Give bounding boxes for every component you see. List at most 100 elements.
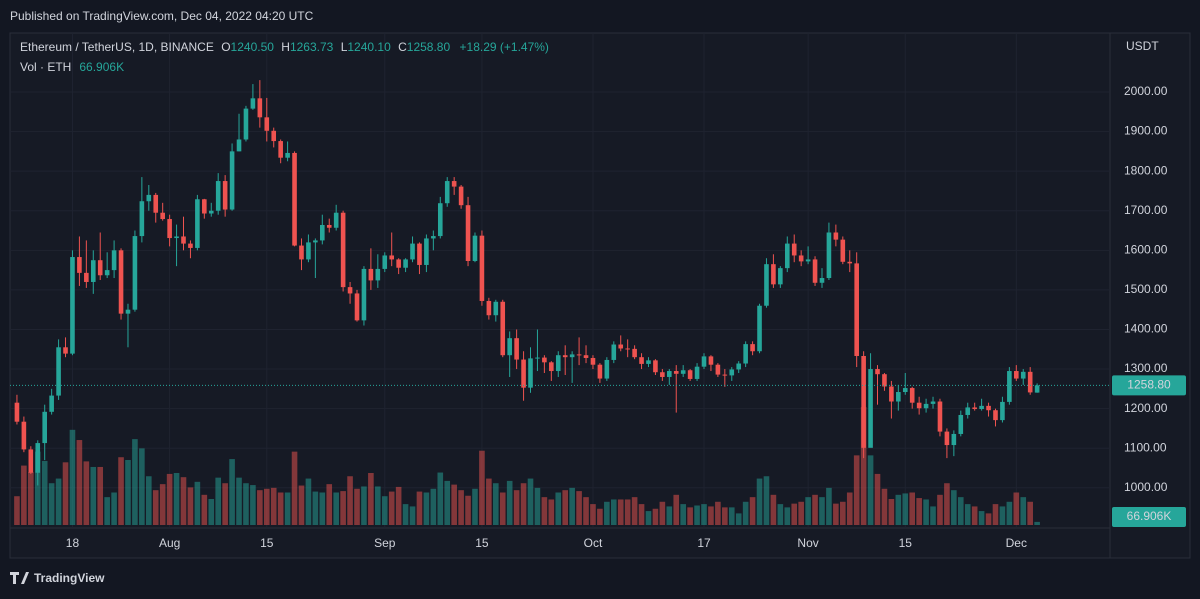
x-tick-label: Oct [584,536,603,550]
candle-body [778,268,783,285]
last-price-tag [1112,375,1186,396]
candle-body [819,278,825,283]
candle-body [1020,371,1026,379]
volume-bar [805,497,811,525]
candle-body [97,260,103,276]
candle-body [972,407,977,410]
last-price-label: 1258.80 [1127,378,1171,392]
volume-bar [715,501,721,525]
volume-bar [14,496,20,525]
candle-body [21,421,27,450]
legend-label: O [221,40,230,54]
volume-bar [527,478,534,525]
volume-bar [166,473,173,525]
candle-body [625,348,630,350]
candle-body [472,235,478,262]
candle-body [576,354,582,356]
volume-bar [368,473,374,525]
candle-body [902,388,908,393]
brand-logo: TradingView [10,571,105,585]
volume-bar [326,484,333,525]
symbol-legend: Ethereum / TetherUS, 1D, BINANCE O1240.5… [20,40,549,54]
volume-bar [472,488,478,525]
volume-bar [291,451,298,525]
volume-bar [971,506,978,525]
candle-body [805,259,811,262]
legend-value: 1258.80 [407,40,451,54]
candle-body [528,358,533,388]
volume-bar [909,492,916,525]
x-tick-label: 15 [475,536,489,550]
candle-body [764,264,769,306]
volume-bar [888,499,895,525]
volume-bar [395,486,402,525]
candle-body [84,272,89,282]
volume-bar [194,481,201,525]
candle-body [42,411,48,444]
volume-bar [409,506,416,525]
volume-bar [985,513,992,525]
volume-bar [416,491,423,525]
candle-body [479,235,485,301]
candle-body [14,402,20,422]
candle-body [410,243,415,260]
candle-body [791,243,797,256]
candle-body [431,236,436,239]
candle-body [1000,401,1005,421]
candle-body [63,347,68,354]
volume-bar [812,494,818,525]
volume-bar [118,457,124,525]
volume-bar [444,480,451,525]
candle-body [215,181,221,211]
candle-body [257,98,263,118]
volume-bar [520,483,527,525]
volume-bar [222,483,228,525]
last-volume-label: 66.906K [1127,509,1172,523]
candle-body [729,369,735,376]
volume-bar [777,504,784,525]
last-volume-tag [1112,507,1186,527]
x-tick-label: Dec [1006,536,1027,550]
volume-bar [680,504,686,525]
x-tick-label: 15 [899,536,913,550]
legend-value: 1240.50 [231,40,275,54]
volume-bar [999,506,1006,525]
candle-body [590,357,596,365]
candle-body [299,245,304,260]
candle-body [694,366,700,379]
volume-bar [347,476,353,525]
volume-bar [159,484,166,525]
candle-body [208,210,214,214]
x-tick-label: Sep [374,536,396,550]
candle-body [403,259,408,268]
y-tick-label: 1500.00 [1124,282,1168,296]
candle-body [937,401,943,432]
candle-body [70,257,75,354]
candle-body [784,243,790,269]
candle-body [951,433,957,446]
y-tick-label: 1100.00 [1124,440,1167,454]
candle-body [1034,385,1040,393]
candle-body [826,232,832,279]
candle-body [521,359,526,388]
candle-body [687,370,693,379]
volume-bar [430,488,437,525]
legend-label: C [398,40,407,54]
volume-bar [28,472,34,525]
candle-body [111,250,117,271]
candle-body [646,360,651,364]
volume-bar [833,503,839,525]
volume-bar [687,507,693,525]
candle-body [861,355,866,448]
volume-bar [784,507,791,525]
candle-body [840,239,846,262]
volume-bar [944,483,950,525]
candle-body [375,268,381,281]
x-tick-label: 18 [66,536,80,550]
volume-bar [867,455,874,525]
volume-bar [846,492,853,525]
volume-bar [895,494,902,525]
volume-bar [388,491,395,525]
volume-bar [229,459,235,525]
volume-bar [673,494,680,525]
